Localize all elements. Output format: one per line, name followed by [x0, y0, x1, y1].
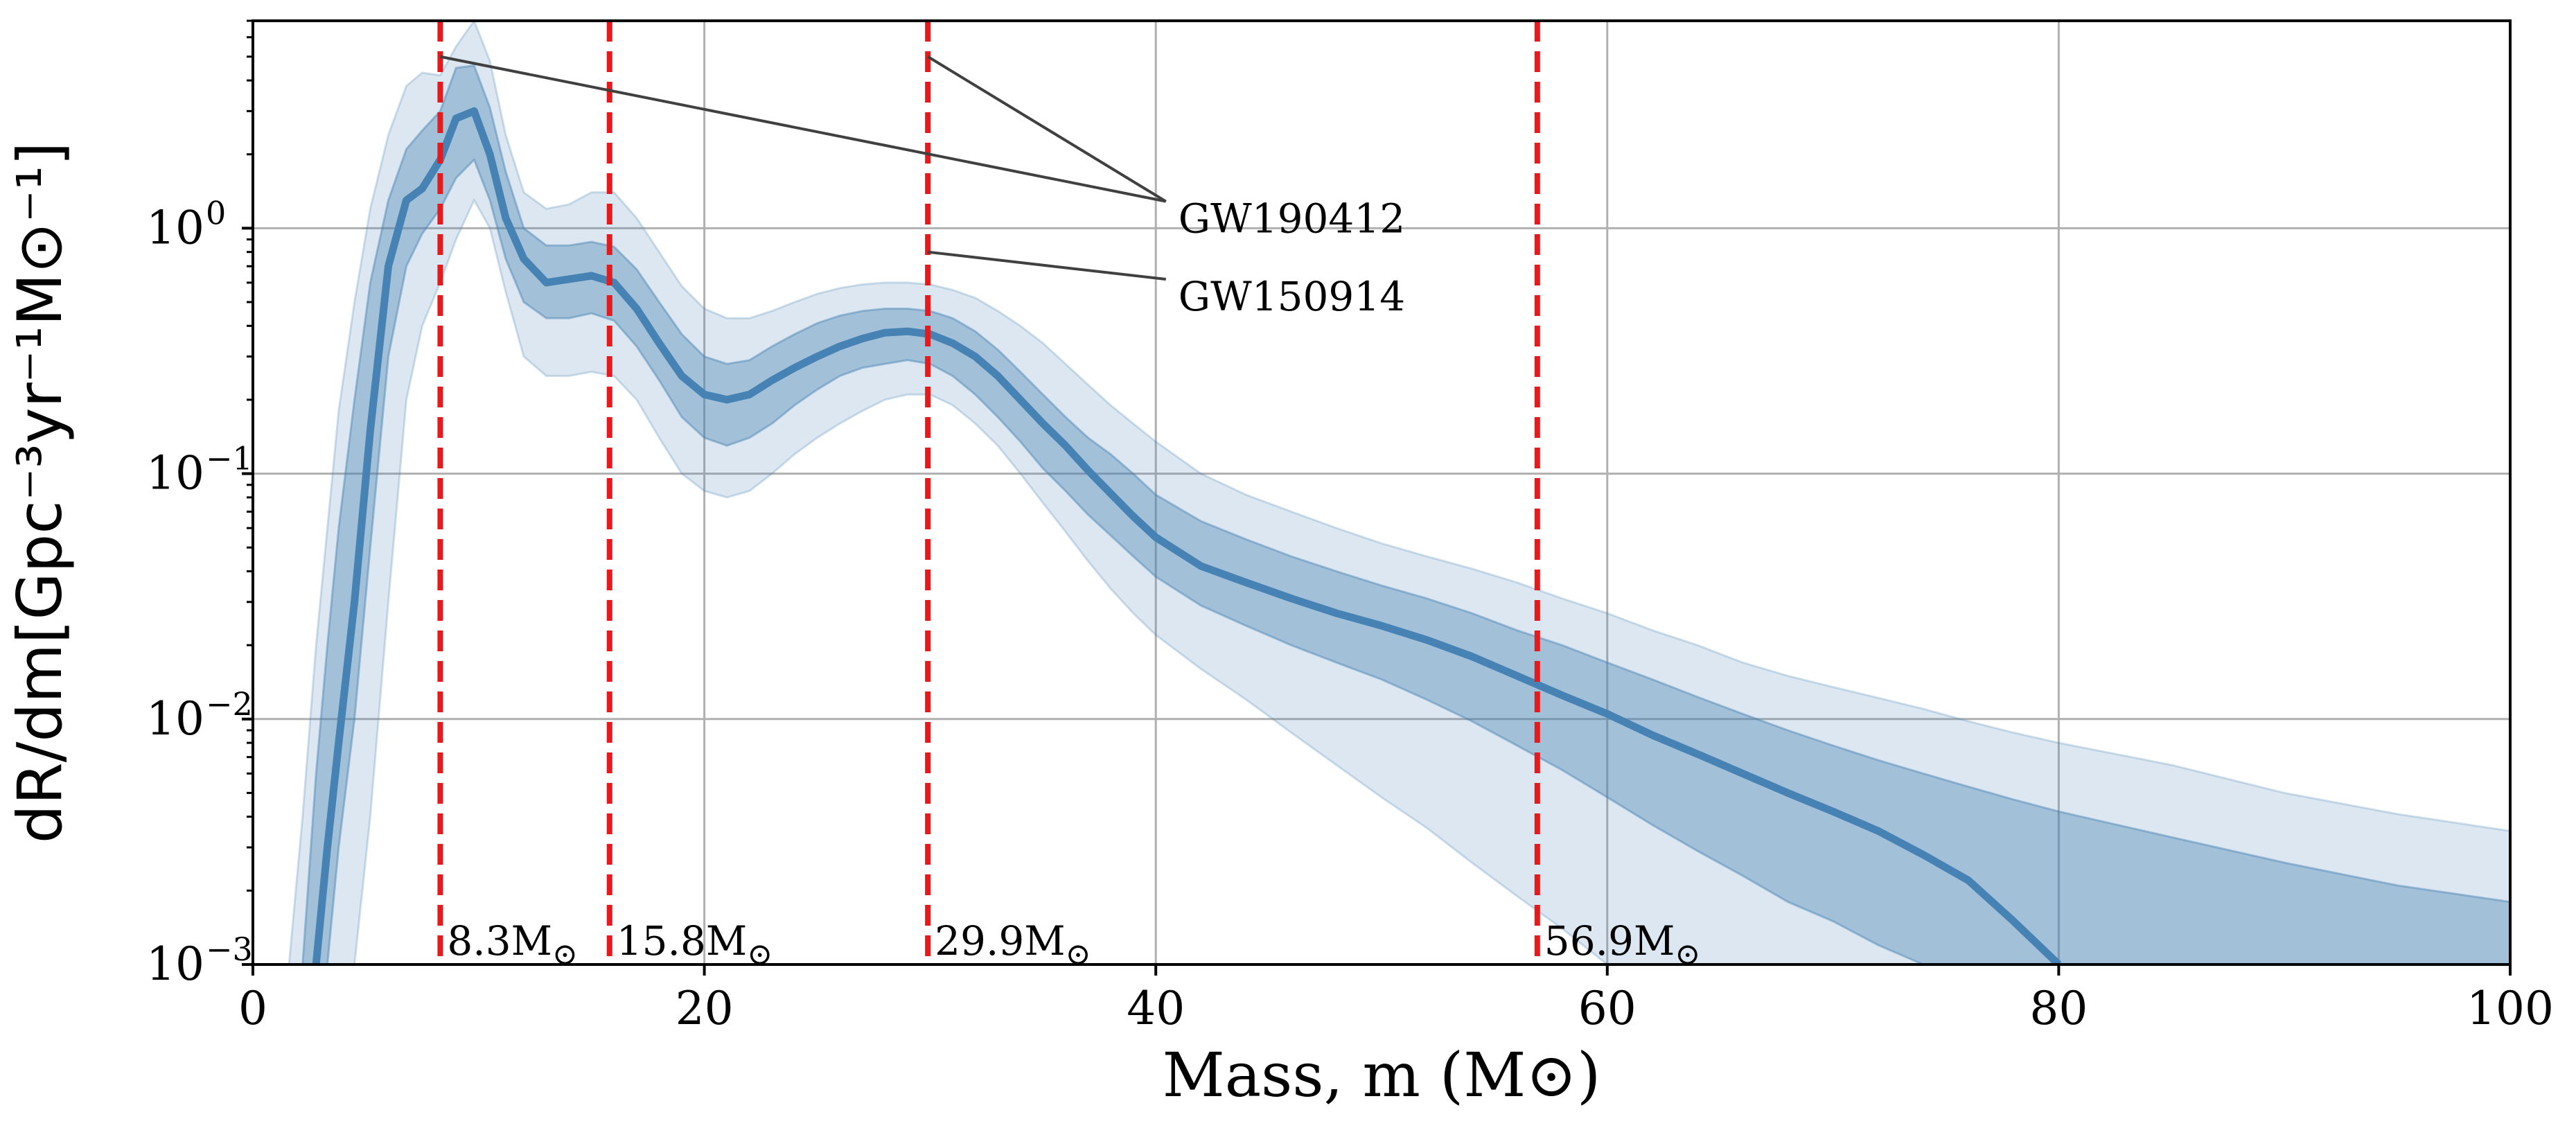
credible-bands: [288, 21, 2510, 964]
threshold-lines: 8.3M⊙ 15.8M⊙ 29.9M⊙ 56.9M⊙: [437, 21, 1700, 972]
annotation-arrow-0-0: [440, 55, 1167, 203]
x-tick-label: 0: [238, 982, 267, 1035]
threshold-label-3: 56.9M⊙: [1544, 917, 1700, 972]
y-tick-label: 10: [146, 692, 204, 746]
plot-frame: [252, 19, 2512, 966]
threshold-label-subscript: ⊙: [552, 937, 578, 972]
threshold-label-2: 29.9M⊙: [935, 917, 1091, 972]
y-tick-label: 10: [146, 201, 204, 254]
outer-credible-band: [288, 21, 2510, 964]
x-tick-label: 80: [2029, 982, 2088, 1035]
axes: [252, 19, 2512, 966]
y-tick-exponent: −2: [206, 685, 253, 723]
median-curve: [312, 107, 2062, 964]
x-tick-label: 100: [2467, 982, 2554, 1035]
annotation-label-1: GW150914: [1179, 273, 1405, 320]
y-tick-exponent: −3: [206, 931, 253, 968]
x-tick-label: 40: [1127, 982, 1185, 1035]
annotation-label-0: GW190412: [1179, 195, 1405, 243]
y-tick-label: 10: [146, 447, 204, 500]
annotation-arrow-1-0: [927, 250, 1167, 281]
annotation-arrow-0-1: [927, 55, 1167, 203]
y-axis-title: dR/dm[Gpc⁻³yr⁻¹M⊙⁻¹]: [4, 142, 76, 843]
threshold-label-subscript: ⊙: [1675, 937, 1700, 972]
threshold-label-subscript: ⊙: [1066, 937, 1091, 972]
event-annotations: GW190412 GW150914: [440, 55, 1405, 320]
inner-credible-band: [301, 64, 2510, 964]
x-tick-label: 60: [1578, 982, 1637, 1035]
y-tick-label: 10: [146, 937, 204, 991]
x-axis-title: Mass, m (M⊙): [1163, 1039, 1601, 1111]
median-line: [312, 107, 2062, 964]
threshold-label-1: 15.8M⊙: [617, 917, 773, 972]
y-tick-exponent: −1: [206, 440, 253, 477]
y-tick-exponent: 0: [206, 194, 226, 231]
threshold-label-subscript: ⊙: [747, 937, 773, 972]
x-tick-label: 20: [676, 982, 734, 1035]
